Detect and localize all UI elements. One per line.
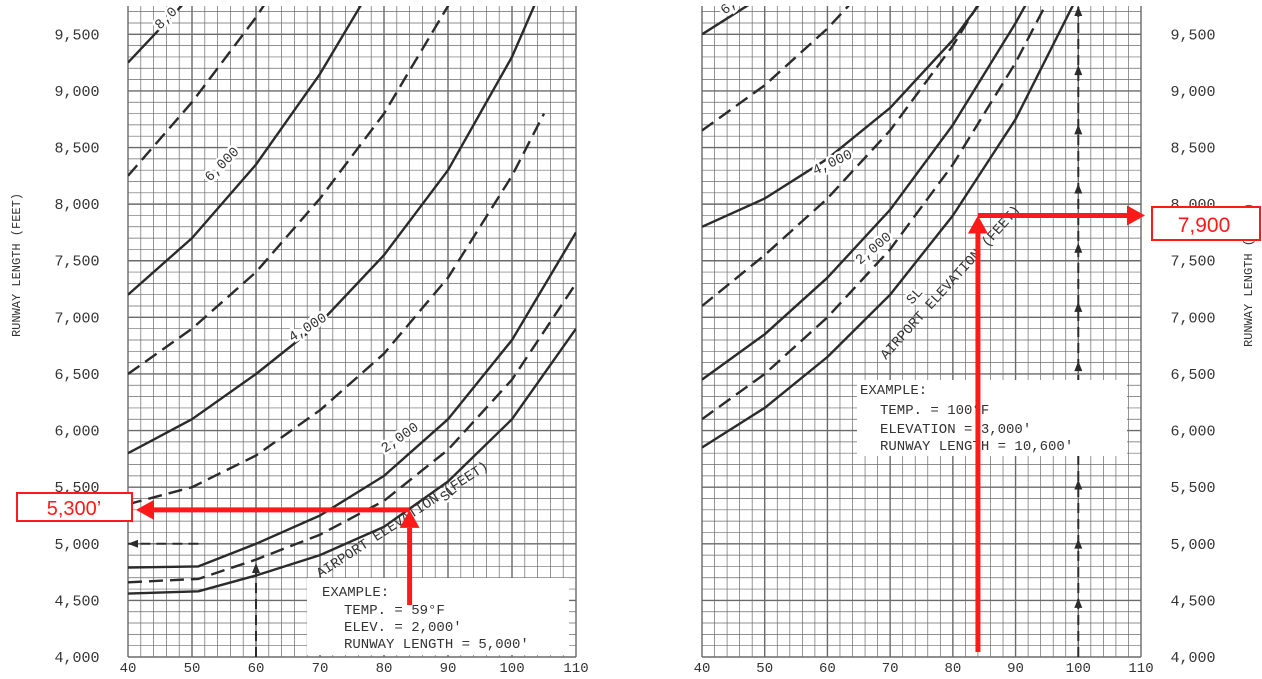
curve-unlabeled bbox=[702, 6, 1047, 421]
x-tick-label: 110 bbox=[563, 661, 588, 677]
y-tick-label: 6,000 bbox=[54, 424, 99, 441]
left-annotation-arrows bbox=[136, 499, 420, 605]
curve-4000 bbox=[128, 6, 362, 296]
y-tick-label: 9,000 bbox=[1170, 84, 1215, 101]
y-tick-label: 7,000 bbox=[1170, 310, 1215, 327]
left-y-tick-labels: 4,0004,5005,0005,5006,0006,5007,0007,500… bbox=[54, 27, 99, 667]
curve-unlabeled bbox=[702, 6, 750, 36]
guide-arrowhead bbox=[1074, 597, 1083, 608]
guide-arrowhead bbox=[1074, 6, 1083, 16]
y-tick-label: 6,500 bbox=[54, 367, 99, 384]
x-tick-label: 40 bbox=[694, 661, 711, 677]
curve-2000 bbox=[702, 6, 979, 307]
curve-unlabeled bbox=[128, 6, 536, 455]
annotation-arrowhead bbox=[399, 509, 420, 528]
curve-unlabeled bbox=[128, 6, 265, 177]
right-example-box bbox=[857, 380, 1127, 456]
right-example-line-2: ELEVATION = 3,000' bbox=[880, 422, 1031, 438]
left-y-axis-title: RUNWAY LENGTH (FEET) bbox=[10, 193, 24, 337]
x-tick-label: 100 bbox=[1066, 661, 1091, 677]
y-tick-label: 4,000 bbox=[54, 650, 99, 667]
guide-arrowhead bbox=[1074, 65, 1083, 76]
x-tick-label: 100 bbox=[499, 661, 524, 677]
left-example-heading: EXAMPLE: bbox=[322, 585, 389, 601]
left-callout-value: 5,300’ bbox=[47, 498, 102, 520]
curve-unlabeled bbox=[128, 282, 576, 584]
x-tick-label: 40 bbox=[120, 661, 137, 677]
y-tick-label: 7,500 bbox=[1170, 254, 1215, 271]
right-example-line-1: TEMP. = 100°F bbox=[880, 403, 989, 419]
left-curves bbox=[128, 6, 576, 595]
x-tick-label: 50 bbox=[184, 661, 201, 677]
right-curves bbox=[702, 6, 1074, 449]
guide-arrowhead bbox=[1074, 183, 1083, 194]
left-example-line-1: TEMP. = 59°F bbox=[344, 603, 445, 619]
y-tick-label: 7,500 bbox=[54, 254, 99, 271]
guide-arrowhead bbox=[128, 539, 138, 548]
y-tick-label: 8,500 bbox=[54, 141, 99, 158]
y-tick-label: 6,500 bbox=[1170, 367, 1215, 384]
y-tick-label: 4,500 bbox=[54, 593, 99, 610]
curve-unlabeled bbox=[128, 6, 450, 375]
curve-SL bbox=[128, 328, 576, 595]
y-tick-label: 4,500 bbox=[1170, 593, 1215, 610]
right-annotation-arrows bbox=[967, 205, 1145, 652]
annotation-arrowhead bbox=[967, 215, 988, 234]
annotation-arrowhead bbox=[136, 499, 154, 520]
curve-6000 bbox=[128, 6, 183, 64]
x-tick-label: 60 bbox=[819, 661, 836, 677]
left-example-box bbox=[307, 578, 569, 655]
right-example-heading: EXAMPLE: bbox=[860, 383, 927, 399]
y-tick-label: 9,500 bbox=[54, 27, 99, 44]
y-tick-label: 5,000 bbox=[54, 537, 99, 554]
right-x-tick-labels: 40 50 60 70 80 90 100 110 bbox=[694, 661, 1154, 677]
curve-2000 bbox=[128, 113, 546, 506]
guide-arrowhead bbox=[1074, 479, 1083, 490]
y-tick-label: 9,500 bbox=[1170, 27, 1215, 44]
x-tick-label: 70 bbox=[882, 661, 899, 677]
right-chart: 40 50 60 70 80 90 100 110 4,000 4,500 5,000 5,500 6… bbox=[694, 0, 1261, 677]
x-tick-label: 60 bbox=[248, 661, 265, 677]
x-tick-label: 90 bbox=[1007, 661, 1024, 677]
y-tick-label: 8,000 bbox=[54, 197, 99, 214]
guide-arrowhead bbox=[1074, 301, 1083, 312]
y-tick-label: 9,000 bbox=[54, 84, 99, 101]
curve-unlabeled bbox=[702, 6, 980, 228]
x-tick-label: 70 bbox=[312, 661, 329, 677]
x-tick-label: 80 bbox=[376, 661, 393, 677]
y-tick-label: 6,000 bbox=[1170, 424, 1215, 441]
y-tick-label: 4,000 bbox=[1170, 650, 1215, 667]
curve-unlabeled bbox=[128, 231, 576, 569]
right-callout-box bbox=[1151, 206, 1261, 241]
x-tick-label: 90 bbox=[440, 661, 457, 677]
right-callout-value: 7,900 bbox=[1178, 214, 1231, 237]
right-y-tick-labels: 4,000 4,500 5,000 5,500 6,000 6,500 7,000 7,500… bbox=[1170, 27, 1215, 667]
guide-arrowhead bbox=[1074, 242, 1083, 253]
y-tick-label: 8,500 bbox=[1170, 141, 1215, 158]
guide-arrowhead bbox=[252, 563, 260, 574]
y-tick-label: 7,000 bbox=[54, 310, 99, 327]
left-callout-box bbox=[16, 492, 133, 522]
left-x-tick-labels: 40 50 60 70 80 90 100 110 bbox=[120, 661, 589, 677]
curve-SL bbox=[702, 6, 1074, 449]
y-tick-label: 5,500 bbox=[1170, 480, 1215, 497]
guide-arrowhead bbox=[1074, 124, 1083, 135]
x-tick-label: 110 bbox=[1128, 661, 1153, 677]
annotation-arrowhead bbox=[1127, 205, 1145, 226]
guide-arrowhead bbox=[1074, 361, 1083, 372]
left-guides bbox=[128, 539, 260, 657]
curve-unlabeled bbox=[702, 6, 1027, 381]
guide-arrowhead bbox=[1074, 538, 1083, 549]
x-tick-label: 50 bbox=[756, 661, 773, 677]
left-example-line-2: ELEV. = 2,000' bbox=[344, 620, 462, 636]
y-tick-label: 5,000 bbox=[1170, 537, 1215, 554]
left-example-line-3: RUNWAY LENGTH = 5,000' bbox=[344, 637, 529, 653]
x-tick-label: 80 bbox=[944, 661, 961, 677]
